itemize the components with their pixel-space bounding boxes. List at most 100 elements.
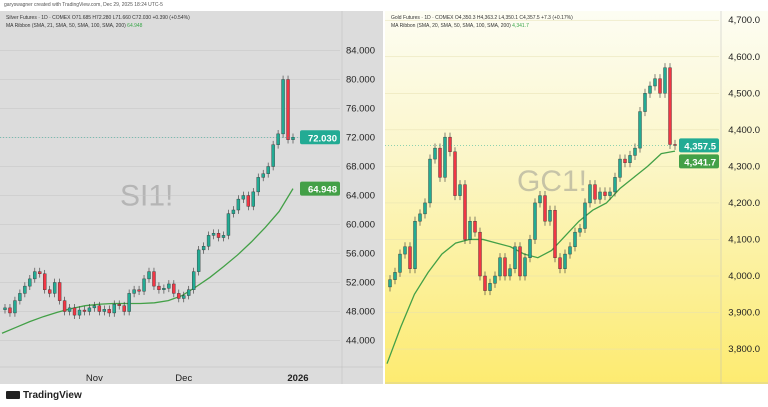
- candle-down: [453, 151, 457, 196]
- y-tick-label: 60.000: [346, 220, 375, 231]
- candle-up: [488, 283, 492, 291]
- candle-down: [48, 289, 52, 294]
- candle-down: [543, 195, 547, 222]
- candle-down: [558, 257, 562, 269]
- candle-up: [112, 304, 116, 314]
- candle-down: [623, 158, 627, 163]
- candle-up: [523, 257, 527, 277]
- candle-up: [633, 147, 637, 156]
- candle-up: [102, 309, 106, 312]
- candle-up: [613, 177, 617, 193]
- gold-chart[interactable]: GC1! 4,700.0 4,600.0 4,500.0 4,400.0 4,300.0 4…: [385, 11, 768, 384]
- gold-legend: Gold Futures · 1D · COMEX O4,350.3 H4,36…: [391, 14, 573, 30]
- candle-up: [563, 253, 567, 269]
- silver-ma-label: MA Ribbon (SMA, 21, SMA, 50, SMA, 100, S…: [6, 23, 126, 29]
- candle-up: [132, 289, 136, 294]
- candle-up: [23, 285, 27, 294]
- candle-down: [286, 79, 290, 140]
- candle-up: [276, 133, 280, 145]
- candle-up: [236, 198, 241, 211]
- y-tick-label: 4,100.0: [728, 234, 760, 245]
- candle-up: [578, 228, 582, 233]
- tradingview-logo[interactable]: TradingView: [6, 390, 82, 401]
- candle-down: [117, 304, 121, 306]
- candle-down: [62, 300, 67, 312]
- candle-down: [246, 195, 251, 207]
- y-tick-label: 68.000: [346, 162, 375, 173]
- candle-up: [211, 232, 216, 236]
- candle-down: [57, 282, 62, 301]
- candle-up: [648, 85, 652, 94]
- candle-up: [256, 177, 260, 193]
- candle-down: [216, 232, 221, 238]
- candle-up: [513, 246, 517, 269]
- y-tick-label: 4,300.0: [728, 161, 760, 172]
- candle-down: [38, 271, 42, 274]
- gold-chart-panel[interactable]: GC1! 4,700.0 4,600.0 4,500.0 4,400.0 4,300.0 4…: [385, 11, 768, 384]
- candle-up: [33, 271, 37, 280]
- candle-down: [448, 136, 452, 152]
- candle-up: [573, 231, 577, 247]
- candle-up: [393, 272, 397, 280]
- candle-up: [13, 300, 17, 314]
- candle-up: [653, 78, 657, 87]
- candle-down: [463, 184, 467, 240]
- candle-up: [226, 213, 231, 236]
- candle-up: [428, 158, 432, 204]
- brand-text: TradingView: [23, 390, 82, 401]
- ma-value-badge: [679, 154, 719, 169]
- candle-up: [231, 209, 236, 214]
- candle-down: [157, 285, 161, 290]
- candle-up: [608, 191, 612, 196]
- candle-up: [598, 191, 602, 200]
- candle-up: [538, 195, 542, 204]
- candle-down: [438, 147, 442, 178]
- candle-up: [403, 246, 407, 255]
- last-price-label: 72.030: [308, 133, 337, 144]
- y-tick-label: 4,200.0: [728, 198, 760, 209]
- candle-up: [458, 184, 462, 196]
- y-tick-label: 4,400.0: [728, 125, 760, 136]
- candle-up: [508, 268, 512, 277]
- candle-up: [182, 295, 186, 299]
- candle-down: [503, 257, 507, 277]
- y-tick-label: 76.000: [346, 104, 375, 115]
- candle-up: [196, 249, 201, 272]
- candle-up: [643, 93, 647, 112]
- candle-down: [8, 307, 12, 314]
- ma-value-label: 64.948: [308, 185, 337, 196]
- candle-down: [593, 184, 597, 200]
- candle-down: [97, 305, 102, 312]
- candle-down: [658, 78, 662, 94]
- candle-down: [603, 191, 607, 196]
- gold-ma-value: 4,341.7: [512, 23, 529, 29]
- candle-up: [261, 173, 265, 178]
- ma-value-badge: [300, 181, 340, 196]
- candle-up: [628, 155, 632, 163]
- candle-up: [52, 282, 57, 294]
- silver-chart[interactable]: SI1! 84.000 80.000 76.000 72.000 68.000 64.000…: [0, 11, 383, 384]
- candle-up: [28, 278, 32, 287]
- candle-down: [483, 275, 487, 291]
- silver-chart-panel[interactable]: SI1! 84.000 80.000 76.000 72.000 68.000 64.000…: [0, 11, 383, 384]
- candle-down: [673, 144, 677, 146]
- candle-down: [518, 246, 522, 277]
- candle-down: [122, 305, 126, 312]
- candle-up: [127, 293, 131, 312]
- candle-down: [43, 273, 47, 290]
- ma-value-label: 4,341.7: [684, 157, 716, 168]
- tv-logo-icon: [6, 391, 20, 399]
- candle-up: [618, 158, 622, 178]
- y-tick-label: 52.000: [346, 278, 375, 289]
- candle-up: [398, 253, 402, 273]
- watermark-symbol: GC1!: [517, 165, 587, 198]
- candle-up: [67, 307, 72, 312]
- gold-title: Gold Futures · 1D · COMEX: [391, 15, 454, 21]
- candle-down: [107, 309, 111, 314]
- candle-up: [568, 246, 572, 255]
- candle-up: [221, 235, 226, 238]
- candle-up: [187, 289, 191, 296]
- gold-ohlc: O4,350.3 H4,363.2 L4,350.1 C4,357.5 +7.3…: [454, 15, 573, 21]
- y-tick-label: 3,900.0: [728, 308, 760, 319]
- y-tick-label: 4,700.0: [728, 15, 760, 26]
